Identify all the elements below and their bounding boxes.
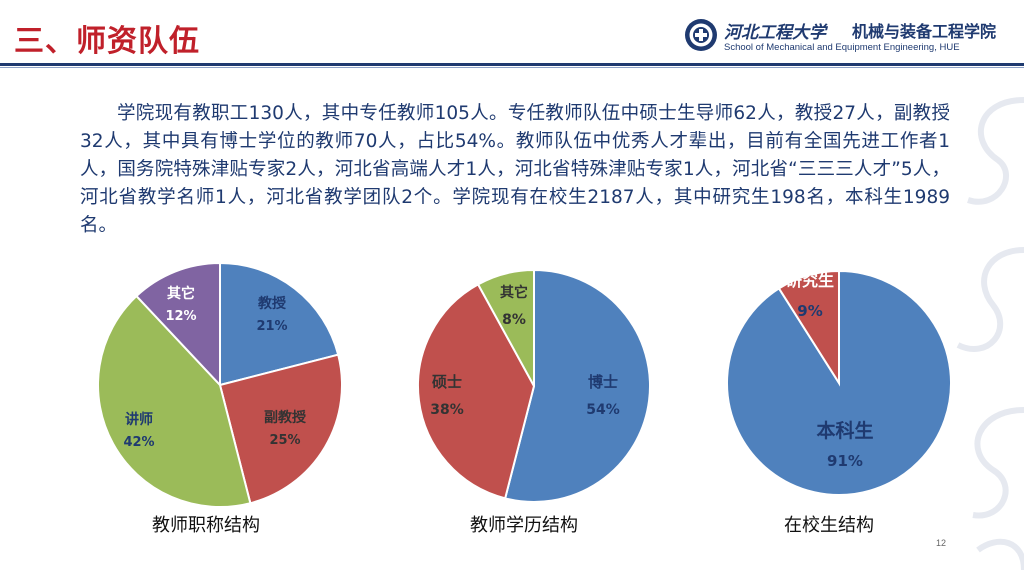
pie-chart-student-structure: 本科生 91% 研究生 9% — [726, 269, 952, 496]
slice-label: 讲师 — [125, 411, 153, 428]
pie-slice-1-2 — [476, 268, 535, 387]
slice-label: 副教授 — [264, 409, 307, 426]
slice-value: 21% — [256, 319, 287, 334]
chart-caption-student-structure: 在校生结构 — [784, 515, 874, 536]
slice-label: 本科生 — [816, 419, 873, 442]
slice-label: 其它 — [167, 285, 195, 302]
decorative-cloud-pattern — [956, 97, 1024, 571]
pie-slice-0-2 — [97, 294, 252, 508]
pie-slice-0-1 — [218, 353, 343, 505]
slice-value: 91% — [827, 452, 863, 470]
slice-value: 9% — [797, 302, 822, 320]
pie-chart-title-structure: 教授 21% 副教授 25% 讲师 42% 其它 12% — [97, 261, 343, 508]
slice-value: 54% — [586, 402, 620, 418]
slice-label: 博士 — [588, 373, 618, 391]
pie-slice-1-0 — [503, 268, 651, 503]
header-divider-thin — [0, 67, 1024, 68]
chart-caption-degree-structure: 教师学历结构 — [470, 515, 578, 536]
intro-paragraph: 学院现有教职工130人，其中专任教师105人。专任教师队伍中硕士生导师62人，教… — [80, 103, 950, 236]
pie-slice-1-1 — [417, 282, 536, 500]
slice-value: 12% — [165, 309, 196, 324]
school-name-en: School of Mechanical and Equipment Engin… — [724, 42, 960, 53]
slice-label: 教授 — [258, 295, 287, 312]
university-logo-icon — [685, 19, 717, 51]
slice-value: 38% — [430, 402, 464, 418]
pie-chart-degree-structure: 博士 54% 硕士 38% 其它 8% — [417, 268, 651, 503]
pie-slice-2-1 — [777, 269, 840, 387]
university-name: 河北工程大学 — [724, 23, 826, 43]
slide-title: 三、师资队伍 — [14, 24, 200, 59]
header-divider — [0, 63, 1024, 66]
slice-label: 硕士 — [432, 373, 462, 391]
slice-label: 其它 — [500, 284, 528, 301]
slice-value: 8% — [502, 312, 526, 328]
chart-caption-title-structure: 教师职称结构 — [152, 515, 260, 536]
pie-slice-0-3 — [135, 261, 221, 388]
school-name: 机械与装备工程学院 — [852, 22, 997, 41]
page-number: 12 — [936, 538, 947, 548]
slice-label: 研究生 — [786, 271, 834, 290]
pie-slice-0-0 — [219, 261, 340, 387]
slice-value: 25% — [269, 433, 300, 448]
slice-value: 42% — [123, 435, 154, 450]
